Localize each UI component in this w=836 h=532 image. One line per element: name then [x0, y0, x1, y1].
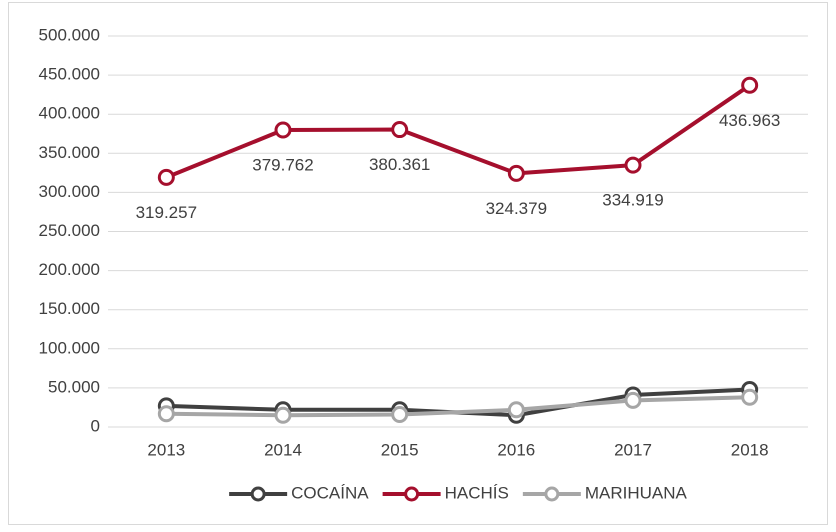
marker — [624, 391, 642, 409]
legend-marker — [544, 486, 560, 502]
x-tick-label: 2017 — [614, 440, 652, 459]
marker — [391, 405, 409, 423]
x-tick-label: 2013 — [147, 440, 185, 459]
marker — [391, 121, 409, 139]
x-tick-label: 2014 — [264, 440, 302, 459]
x-tick-label: 2018 — [731, 440, 769, 459]
legend-label: MARIHUANA — [585, 483, 688, 502]
data-label: 379.762 — [252, 156, 313, 175]
data-label: 380.361 — [369, 155, 430, 174]
marker — [274, 406, 292, 424]
y-tick-label: 0 — [91, 416, 100, 435]
y-tick-label: 200.000 — [39, 260, 100, 279]
y-tick-label: 300.000 — [39, 182, 100, 201]
data-label: 334.919 — [602, 191, 663, 210]
marker — [741, 388, 759, 406]
y-tick-label: 350.000 — [39, 143, 100, 162]
legend-marker — [404, 486, 420, 502]
legend-label: COCAÍNA — [291, 483, 369, 502]
chart-border — [8, 2, 828, 525]
y-tick-label: 250.000 — [39, 221, 100, 240]
x-tick-label: 2016 — [497, 440, 535, 459]
series-line — [165, 83, 751, 180]
legend-marker — [250, 486, 266, 502]
y-tick-label: 150.000 — [39, 299, 100, 318]
marker — [157, 168, 175, 186]
marker — [741, 76, 759, 94]
x-tick-label: 2015 — [381, 440, 419, 459]
y-tick-label: 450.000 — [39, 65, 100, 84]
marker — [624, 156, 642, 174]
y-tick-label: 50.000 — [48, 377, 100, 396]
marker — [507, 401, 525, 419]
series-line — [166, 395, 750, 418]
data-label: 319.257 — [136, 203, 197, 222]
marker — [507, 164, 525, 182]
legend-label: HACHÍS — [445, 483, 509, 502]
marker — [274, 121, 292, 139]
y-tick-label: 100.000 — [39, 338, 100, 357]
marker — [157, 405, 175, 423]
data-label: 436.963 — [719, 111, 780, 130]
y-tick-label: 500.000 — [39, 25, 100, 44]
y-tick-label: 400.000 — [39, 104, 100, 123]
data-label: 324.379 — [486, 199, 547, 218]
